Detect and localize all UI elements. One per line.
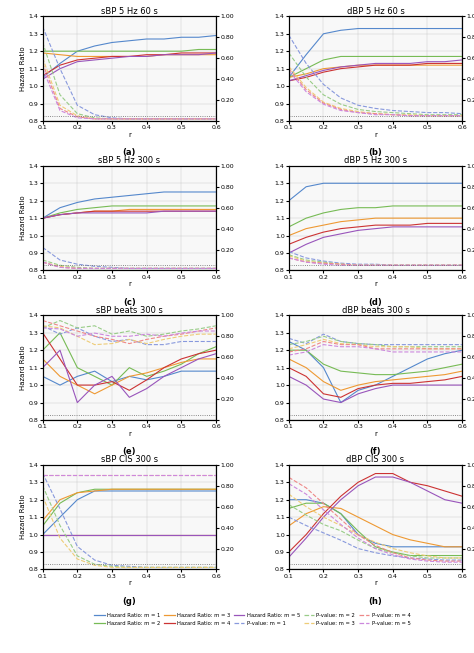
Y-axis label: Hazard Ratio: Hazard Ratio <box>20 495 26 539</box>
Title: dBP CIS 300 s: dBP CIS 300 s <box>346 455 404 464</box>
Title: sBP 5 Hz 300 s: sBP 5 Hz 300 s <box>98 156 160 165</box>
Text: (c): (c) <box>123 298 136 307</box>
Legend: Hazard Ratio: m = 1, Hazard Ratio: m = 2, Hazard Ratio: m = 3, Hazard Ratio: m =: Hazard Ratio: m = 1, Hazard Ratio: m = 2… <box>92 611 412 628</box>
X-axis label: r: r <box>128 131 131 138</box>
X-axis label: r: r <box>128 580 131 586</box>
Title: sBP 5 Hz 60 s: sBP 5 Hz 60 s <box>101 7 158 16</box>
Text: (f): (f) <box>370 447 381 456</box>
X-axis label: r: r <box>374 131 377 138</box>
Text: (e): (e) <box>123 447 136 456</box>
Y-axis label: Hazard Ratio: Hazard Ratio <box>20 46 26 91</box>
Text: (g): (g) <box>122 597 136 606</box>
X-axis label: r: r <box>374 430 377 437</box>
X-axis label: r: r <box>128 430 131 437</box>
Text: (d): (d) <box>369 298 383 307</box>
Y-axis label: Hazard Ratio: Hazard Ratio <box>20 196 26 240</box>
X-axis label: r: r <box>374 580 377 586</box>
Y-axis label: Hazard Ratio: Hazard Ratio <box>20 345 26 390</box>
Title: dBP 5 Hz 60 s: dBP 5 Hz 60 s <box>346 7 404 16</box>
Text: (b): (b) <box>369 148 383 157</box>
Text: (a): (a) <box>123 148 136 157</box>
Text: (h): (h) <box>369 597 383 606</box>
Title: dBP 5 Hz 300 s: dBP 5 Hz 300 s <box>344 156 407 165</box>
X-axis label: r: r <box>128 281 131 287</box>
X-axis label: r: r <box>374 281 377 287</box>
Title: sBP CIS 300 s: sBP CIS 300 s <box>101 455 158 464</box>
Title: dBP beats 300 s: dBP beats 300 s <box>342 306 410 315</box>
Title: sBP beats 300 s: sBP beats 300 s <box>96 306 163 315</box>
